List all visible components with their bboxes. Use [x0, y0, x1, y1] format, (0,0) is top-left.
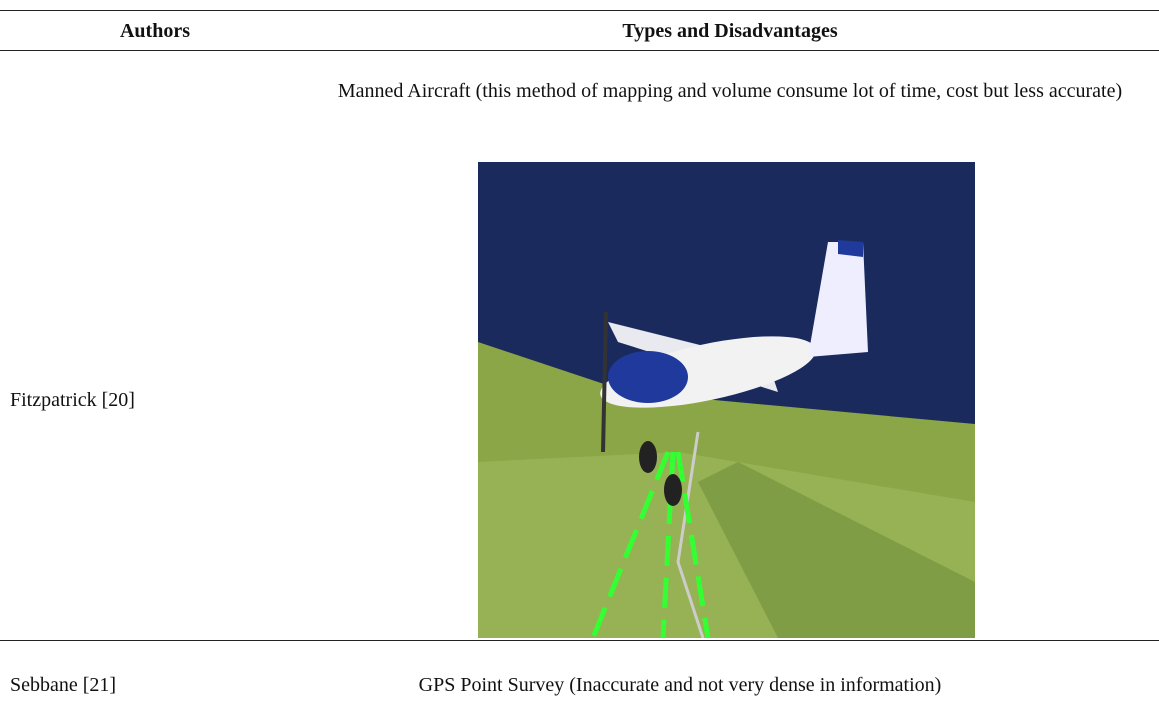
wheel: [639, 441, 657, 473]
description-cell: Manned Aircraft (this method of mapping …: [337, 80, 1123, 102]
tail: [808, 242, 868, 357]
header-authors: Authors: [119, 20, 190, 42]
author-cell: Sebbane [21]: [10, 674, 117, 696]
propeller: [601, 311, 608, 453]
header-types: Types and Disadvantages: [622, 20, 838, 42]
laser-beam: [590, 451, 671, 638]
wheel: [664, 474, 682, 506]
top-rule: [0, 10, 1159, 11]
fields-dark: [698, 462, 975, 638]
description-cell: GPS Point Survey (Inaccurate and not ver…: [418, 674, 942, 696]
header-rule: [0, 50, 1159, 51]
tail-stripe: [838, 240, 863, 257]
cowling: [608, 351, 688, 403]
laser-beam: [675, 451, 711, 638]
laser-beam: [660, 451, 676, 638]
road: [676, 431, 705, 638]
author-cell: Fitzpatrick [20]: [10, 389, 135, 411]
aircraft-image: [478, 162, 975, 638]
row-rule: [0, 640, 1159, 641]
